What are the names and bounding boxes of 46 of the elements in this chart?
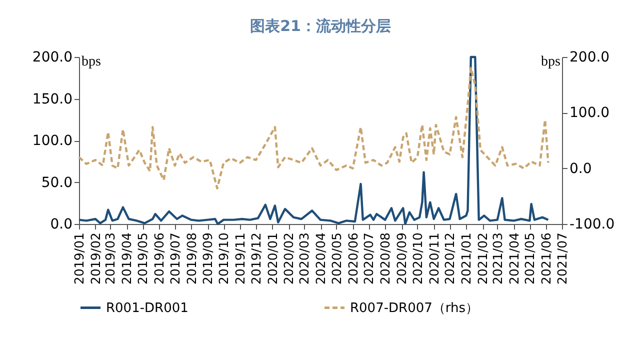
x-tick-label: 2021/03 — [490, 232, 505, 284]
y2-tick-label: 200.0 — [570, 50, 610, 66]
x-tick-label: 2020/07 — [361, 232, 376, 284]
x-tick-label: 2020/01 — [264, 232, 280, 284]
x-tick-label: 2019/02 — [88, 232, 103, 284]
y2-tick-label: 0.0 — [570, 160, 592, 177]
line-series — [78, 67, 550, 190]
x-tick-label: 2019/09 — [200, 232, 216, 284]
x-tick-label: 2021/01 — [458, 232, 474, 284]
x-tick-label: 2019/07 — [167, 232, 182, 284]
x-tick-label: 2019/06 — [151, 232, 166, 284]
x-tick-label: 2019/05 — [135, 232, 150, 284]
x-tick-label: 2020/10 — [410, 232, 425, 284]
y2-tick-label: 100.0 — [570, 105, 610, 122]
y-tick-label: 0.0 — [50, 216, 72, 232]
y-tick-label: 50.0 — [41, 174, 72, 191]
x-tick-label: 2020/05 — [328, 232, 344, 284]
x-tick-label: 2020/03 — [296, 232, 312, 284]
x-tick-label: 2020/02 — [281, 232, 296, 284]
x-tick-label: 2019/03 — [102, 232, 118, 284]
x-tick-label: 2021/07 — [554, 232, 570, 284]
x-tick-label: 2021/04 — [506, 232, 522, 284]
x-tick-label: 2020/11 — [426, 232, 442, 284]
x-tick-label: 2019/01 — [72, 232, 86, 284]
y-axis-title: bps — [82, 54, 101, 70]
x-tick-label: 2020/12 — [442, 232, 458, 284]
x-tick-label: 2020/04 — [313, 232, 328, 284]
legend-label: R001-DR001 — [106, 300, 188, 316]
x-tick-label: 2021/02 — [475, 232, 490, 284]
x-tick-label: 2019/10 — [216, 232, 232, 284]
y-tick-label: 150.0 — [32, 91, 72, 108]
x-tick-label: 2020/09 — [394, 232, 410, 284]
y2-tick-label: -100.0 — [570, 216, 615, 232]
x-tick-label: 2021/05 — [522, 232, 538, 284]
x-tick-label: 2020/08 — [378, 232, 393, 284]
x-tick-label: 2019/08 — [184, 232, 199, 284]
x-tick-label: 2019/04 — [119, 232, 134, 284]
x-tick-label: 2020/06 — [345, 232, 360, 284]
y2-axis-title: bps — [541, 54, 560, 70]
y-tick-label: 200.0 — [32, 50, 72, 66]
chart-title: 图表21：流动性分层 — [250, 17, 391, 35]
x-tick-label: 2021/06 — [538, 232, 554, 284]
x-tick-label: 2019/11 — [232, 232, 248, 284]
x-tick-label: 2019/12 — [248, 232, 264, 284]
y-tick-label: 100.0 — [32, 133, 72, 149]
legend-label: R007-DR007（rhs） — [350, 300, 479, 316]
